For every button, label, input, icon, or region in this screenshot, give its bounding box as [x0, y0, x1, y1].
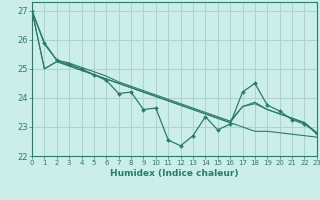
- X-axis label: Humidex (Indice chaleur): Humidex (Indice chaleur): [110, 169, 239, 178]
